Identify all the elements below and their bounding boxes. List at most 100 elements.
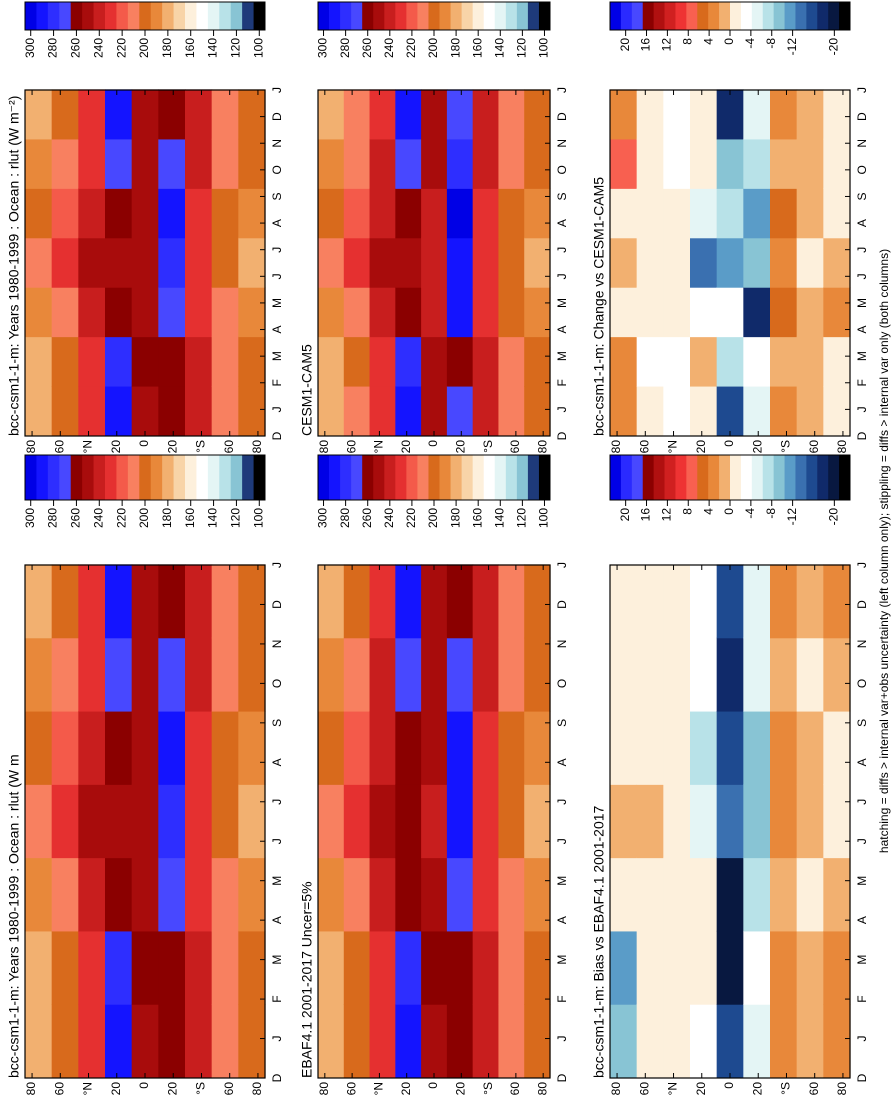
colorbar-box [675, 455, 687, 500]
field-cell [25, 1004, 53, 1078]
field-cell [472, 237, 500, 288]
panel-title: CESM1-CAM5 [299, 344, 315, 436]
field-cell [636, 237, 664, 288]
field-cell [318, 287, 345, 338]
colorbar-box [828, 455, 840, 500]
field-cell [796, 784, 824, 859]
colorbar-box [719, 2, 731, 30]
colorbar-box [631, 2, 644, 30]
field-cell [158, 385, 186, 436]
field-cell [105, 237, 133, 288]
colorbar-tick-label: 140 [206, 38, 220, 58]
field-cell [472, 188, 500, 239]
field-cell [472, 287, 500, 338]
field-cell [105, 385, 133, 436]
colorbar-box [340, 2, 352, 30]
field-cell [823, 857, 851, 932]
colorbar-tick-label: 160 [183, 508, 197, 528]
field-cell [823, 710, 851, 785]
field-cell [238, 637, 266, 712]
field-cell [690, 710, 718, 785]
colorbar-box [664, 2, 676, 30]
field-cell [610, 89, 638, 140]
field-cell [51, 188, 79, 239]
x-tick-label: F [555, 379, 569, 386]
field-cell [446, 138, 474, 189]
field-cell [131, 710, 159, 785]
field-cell [238, 287, 266, 338]
field-cell [318, 138, 345, 189]
field-cell [770, 784, 798, 859]
field-cell [211, 237, 239, 288]
field-cell [823, 89, 851, 140]
colorbar-box [751, 455, 764, 500]
x-tick-label: J [555, 406, 569, 412]
x-tick-label: M [555, 351, 569, 361]
x-tick-label: J [855, 247, 869, 253]
field-cell [663, 138, 691, 189]
field-cell [25, 784, 53, 859]
field-cell [690, 1004, 718, 1078]
x-tick-label: J [855, 273, 869, 279]
field-cell [238, 138, 266, 189]
field-cell [743, 89, 771, 140]
field-cell [636, 637, 664, 712]
panel-title: EBAF4.1 2001-2017 Uncer=5% [299, 881, 315, 1078]
field-cell [395, 89, 422, 140]
x-tick-label: J [855, 562, 869, 568]
colorbar-box [417, 2, 429, 30]
field-cell [343, 138, 371, 189]
x-tick-label: D [555, 600, 569, 609]
field-cell [743, 287, 771, 338]
field-cell [421, 857, 448, 932]
field-cell [131, 564, 159, 639]
x-tick-label: J [555, 562, 569, 568]
colorbar-tick-label: 140 [492, 508, 506, 528]
y-tick-label: 60 [807, 1082, 821, 1096]
field-cell [690, 857, 718, 932]
field-cell [131, 784, 159, 859]
field-cell [524, 564, 551, 639]
field-cell [498, 637, 525, 712]
field-cell [395, 710, 422, 785]
field-cell [446, 930, 474, 1005]
field-cell [770, 930, 798, 1005]
field-cell [446, 237, 474, 288]
field-cell [158, 784, 186, 859]
field-cell [610, 237, 638, 288]
field-cell [690, 385, 718, 436]
colorbar-box [105, 455, 117, 500]
colorbar-tick-label: 180 [448, 38, 462, 58]
field-cell [369, 237, 396, 288]
x-tick-label: O [270, 165, 284, 174]
field-cell [131, 385, 159, 436]
field-cell [636, 784, 664, 859]
panel-title: bcc-csm1-1-m: Years 1980-1999 : Ocean : … [6, 754, 22, 1078]
x-tick-label: M [270, 298, 284, 308]
field-cell [663, 237, 691, 288]
field-cell [395, 930, 422, 1005]
field-cell [25, 336, 53, 387]
field-cell [211, 336, 239, 387]
field-cell [25, 710, 53, 785]
colorbar-box [219, 2, 232, 30]
field-cell [343, 188, 371, 239]
field-cell [369, 385, 396, 436]
field-cell [131, 188, 159, 239]
colorbar-tick-label: -4 [743, 508, 757, 519]
field-cell [185, 784, 213, 859]
field-cell [211, 857, 239, 932]
field-cell [610, 138, 638, 189]
colorbar-box [450, 2, 463, 30]
field-cell [823, 1004, 851, 1078]
x-tick-label: O [555, 679, 569, 688]
field-cell [158, 857, 186, 932]
colorbar-box [230, 455, 243, 500]
field-cell [663, 188, 691, 239]
x-tick-label: J [555, 1036, 569, 1042]
field-cell [663, 385, 691, 436]
field-cell [690, 564, 718, 639]
field-cell [524, 188, 551, 239]
field-cell [238, 385, 266, 436]
field-cell [158, 287, 186, 338]
